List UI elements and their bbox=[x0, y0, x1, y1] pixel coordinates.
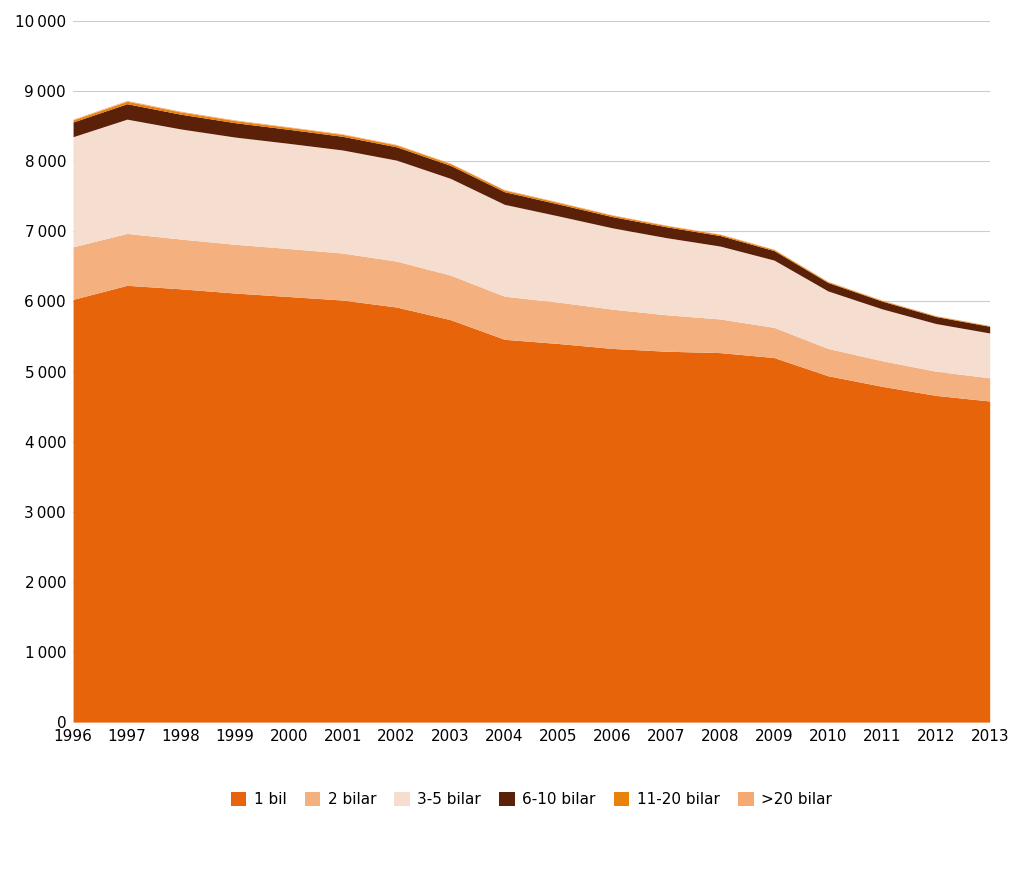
Legend: 1 bil, 2 bilar, 3-5 bilar, 6-10 bilar, 11-20 bilar, >20 bilar: 1 bil, 2 bilar, 3-5 bilar, 6-10 bilar, 1… bbox=[224, 786, 838, 813]
